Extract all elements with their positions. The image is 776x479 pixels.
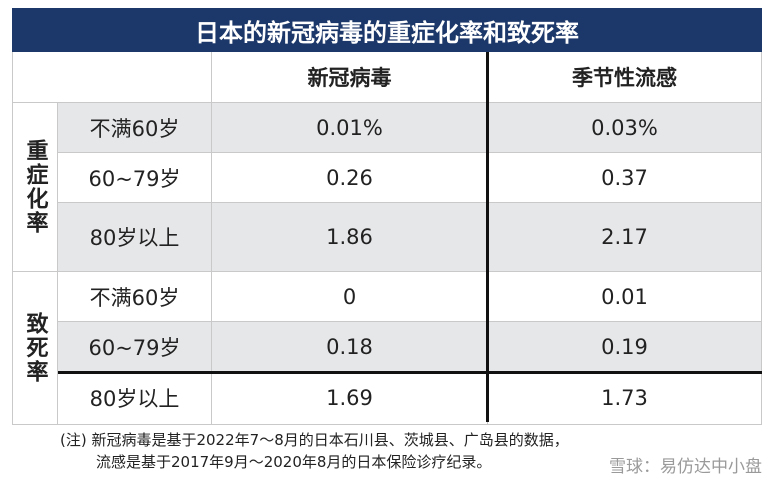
age-cell: 60~79岁: [58, 322, 212, 372]
note-line: (注) 新冠病毒是基于2022年7～8月的日本石川县、茨城县、广岛县的数据，: [60, 431, 569, 449]
value-cell: 0.19: [488, 322, 762, 372]
value-cell: 0.01%: [212, 103, 488, 153]
divider-vertical: [486, 52, 489, 422]
note-line: 流感是基于2017年9月～2020年8月的日本保险诊疗纪录。: [96, 453, 492, 471]
age-cell: 80岁以上: [58, 372, 212, 425]
age-cell: 不满60岁: [58, 272, 212, 322]
value-cell: 0.18: [212, 322, 488, 372]
age-cell: 不满60岁: [58, 103, 212, 153]
corner-cell: [12, 52, 212, 103]
value-cell: 0.37: [488, 153, 762, 203]
table-title: 日本的新冠病毒的重症化率和致死率: [12, 8, 762, 52]
value-cell: 0.01: [488, 272, 762, 322]
watermark: 雪球：易仿达中小盘: [609, 457, 762, 477]
age-cell: 80岁以上: [58, 203, 212, 272]
value-cell: 2.17: [488, 203, 762, 272]
group-label: 重症化率: [12, 103, 58, 272]
value-cell: 1.69: [212, 372, 488, 425]
value-cell: 1.86: [212, 203, 488, 272]
divider-horizontal: [58, 371, 762, 374]
value-cell: 1.73: [488, 372, 762, 425]
age-cell: 60~79岁: [58, 153, 212, 203]
column-header: 季节性流感: [488, 52, 762, 103]
value-cell: 0: [212, 272, 488, 322]
group-label: 致死率: [12, 272, 58, 425]
value-cell: 0.03%: [488, 103, 762, 153]
value-cell: 0.26: [212, 153, 488, 203]
column-header: 新冠病毒: [212, 52, 488, 103]
